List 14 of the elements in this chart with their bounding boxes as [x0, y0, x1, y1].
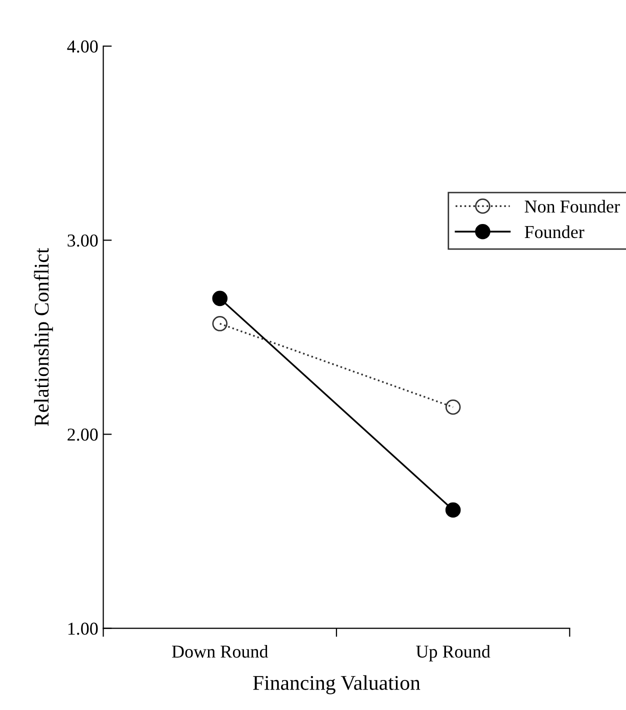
- y-tick-label: 2.00: [68, 428, 98, 441]
- y-tick-label: 1.00: [68, 622, 98, 635]
- point: [212, 290, 228, 306]
- y-tick-label: 3.00: [68, 234, 98, 247]
- legend-label: Founder: [524, 225, 584, 238]
- point: [445, 502, 461, 518]
- y-tick-label: 4.00: [67, 40, 98, 53]
- x-tick-label: Up Round: [416, 645, 490, 662]
- x-tick-label: Down Round: [172, 645, 268, 658]
- legend-label: Non Founder: [524, 200, 620, 213]
- y-axis-title: Relationship Conflict: [34, 248, 53, 426]
- point: [445, 399, 461, 415]
- point: [212, 316, 228, 332]
- x-axis-title: Financing Valuation: [253, 675, 420, 694]
